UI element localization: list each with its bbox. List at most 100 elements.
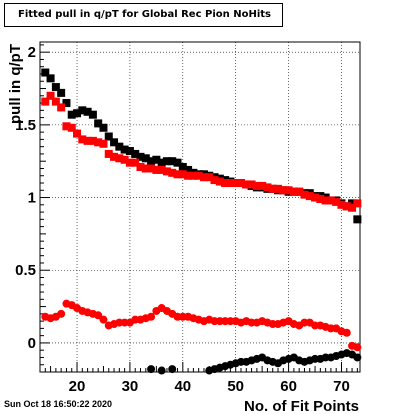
data-point-series-3 <box>353 343 362 352</box>
data-point-series-2 <box>263 183 272 192</box>
data-point-series-2 <box>215 177 224 186</box>
data-point-series-1 <box>147 157 156 166</box>
data-point-series-2 <box>321 196 330 205</box>
data-point-series-1 <box>184 165 193 174</box>
x-tick-label: 50 <box>227 378 244 395</box>
y-tick-label: 2 <box>28 44 36 61</box>
chart-title: Fitted pull in q/pT for Global Rec Pion … <box>4 3 283 27</box>
data-point-series-2 <box>332 197 341 206</box>
y-tick-label: 0 <box>28 335 36 352</box>
data-point-series-1 <box>348 199 357 208</box>
data-point-series-2 <box>242 180 251 189</box>
data-point-series-2 <box>210 176 219 185</box>
data-point-series-1 <box>157 158 166 167</box>
data-point-series-2 <box>236 179 245 188</box>
data-point-series-2 <box>268 184 277 193</box>
data-point-series-2 <box>226 179 235 188</box>
x-tick-label: 70 <box>333 378 350 395</box>
data-point-series-1 <box>62 99 71 108</box>
data-point-series-2 <box>94 138 103 147</box>
data-point-series-2 <box>51 97 60 106</box>
data-point-series-2 <box>178 170 187 179</box>
data-point-series-3 <box>57 309 66 318</box>
data-point-series-1 <box>125 147 134 156</box>
data-point-series-2 <box>252 181 261 190</box>
data-point-series-2 <box>78 135 87 144</box>
y-tick-label: 1.5 <box>15 117 36 134</box>
data-point-series-1 <box>115 142 124 151</box>
data-point-series-2 <box>125 158 134 167</box>
data-point-series-2 <box>295 187 304 196</box>
data-point-series-2 <box>289 187 298 196</box>
data-point-series-2 <box>62 122 71 131</box>
data-point-series-2 <box>184 171 193 180</box>
data-point-series-2 <box>326 196 335 205</box>
data-point-series-2 <box>189 171 198 180</box>
data-point-series-2 <box>152 165 161 174</box>
data-point-series-1 <box>67 110 76 119</box>
data-point-series-2 <box>104 149 113 158</box>
data-point-series-2 <box>337 200 346 209</box>
data-point-series-1 <box>57 88 66 97</box>
data-point-series-1 <box>136 152 145 161</box>
data-point-series-4 <box>168 365 177 374</box>
timestamp: Sun Oct 18 16:50:22 2020 <box>4 399 113 409</box>
data-point-series-2 <box>157 165 166 174</box>
data-point-series-1 <box>73 109 82 118</box>
data-point-series-1 <box>83 107 92 116</box>
data-point-series-4 <box>157 366 166 375</box>
x-axis-title: No. of Fit Points <box>244 398 359 414</box>
data-point-series-1 <box>173 158 182 167</box>
data-point-series-2 <box>348 203 357 212</box>
data-point-series-1 <box>178 163 187 172</box>
data-point-series-2 <box>284 186 293 195</box>
data-point-series-2 <box>311 193 320 202</box>
data-point-series-1 <box>46 74 55 83</box>
y-tick-label: 1 <box>28 190 36 207</box>
data-point-series-2 <box>67 123 76 132</box>
data-point-series-2 <box>274 184 283 193</box>
data-point-series-2 <box>194 171 203 180</box>
data-point-series-1 <box>51 83 60 92</box>
data-point-series-2 <box>136 163 145 172</box>
data-point-series-2 <box>120 155 129 164</box>
tick-labels: 20 30 40 50 60 70 0 0.5 1 1.5 2 <box>15 44 350 395</box>
data-point-series-1 <box>353 215 362 224</box>
data-point-series-3 <box>94 311 103 320</box>
y-axis-title: pull in q/pT <box>7 44 24 124</box>
data-point-series-1 <box>78 106 87 115</box>
data-point-series-3 <box>99 315 108 324</box>
data-point-series-2 <box>221 179 230 188</box>
axis-ticks <box>40 44 358 372</box>
data-point-series-1 <box>110 138 119 147</box>
data-point-series-2 <box>316 195 325 204</box>
data-point-series-2 <box>115 154 124 163</box>
data-point-series-2 <box>168 168 177 177</box>
data-point-series-3 <box>147 312 156 321</box>
data-point-series-1 <box>99 123 108 132</box>
data-point-series-2 <box>342 202 351 211</box>
data-point-series-2 <box>57 103 66 112</box>
data-point-series-2 <box>110 152 119 161</box>
data-point-series-2 <box>83 136 92 145</box>
data-markers <box>41 68 362 375</box>
data-point-series-1 <box>88 110 97 119</box>
data-point-series-1 <box>152 155 161 164</box>
data-point-series-2 <box>141 164 150 173</box>
x-tick-label: 60 <box>280 378 297 395</box>
data-point-series-2 <box>147 164 156 173</box>
data-point-series-1 <box>94 119 103 128</box>
data-point-series-2 <box>305 192 314 201</box>
data-point-series-1 <box>104 132 113 141</box>
x-tick-label: 30 <box>122 378 139 395</box>
data-point-series-2 <box>173 170 182 179</box>
data-point-series-1 <box>41 68 50 77</box>
x-tick-label: 20 <box>69 378 86 395</box>
data-point-series-4 <box>147 365 156 374</box>
x-tick-label: 40 <box>174 378 191 395</box>
data-point-series-2 <box>73 129 82 138</box>
data-point-series-2 <box>88 136 97 145</box>
data-point-series-2 <box>99 139 108 148</box>
data-point-series-1 <box>162 157 171 166</box>
